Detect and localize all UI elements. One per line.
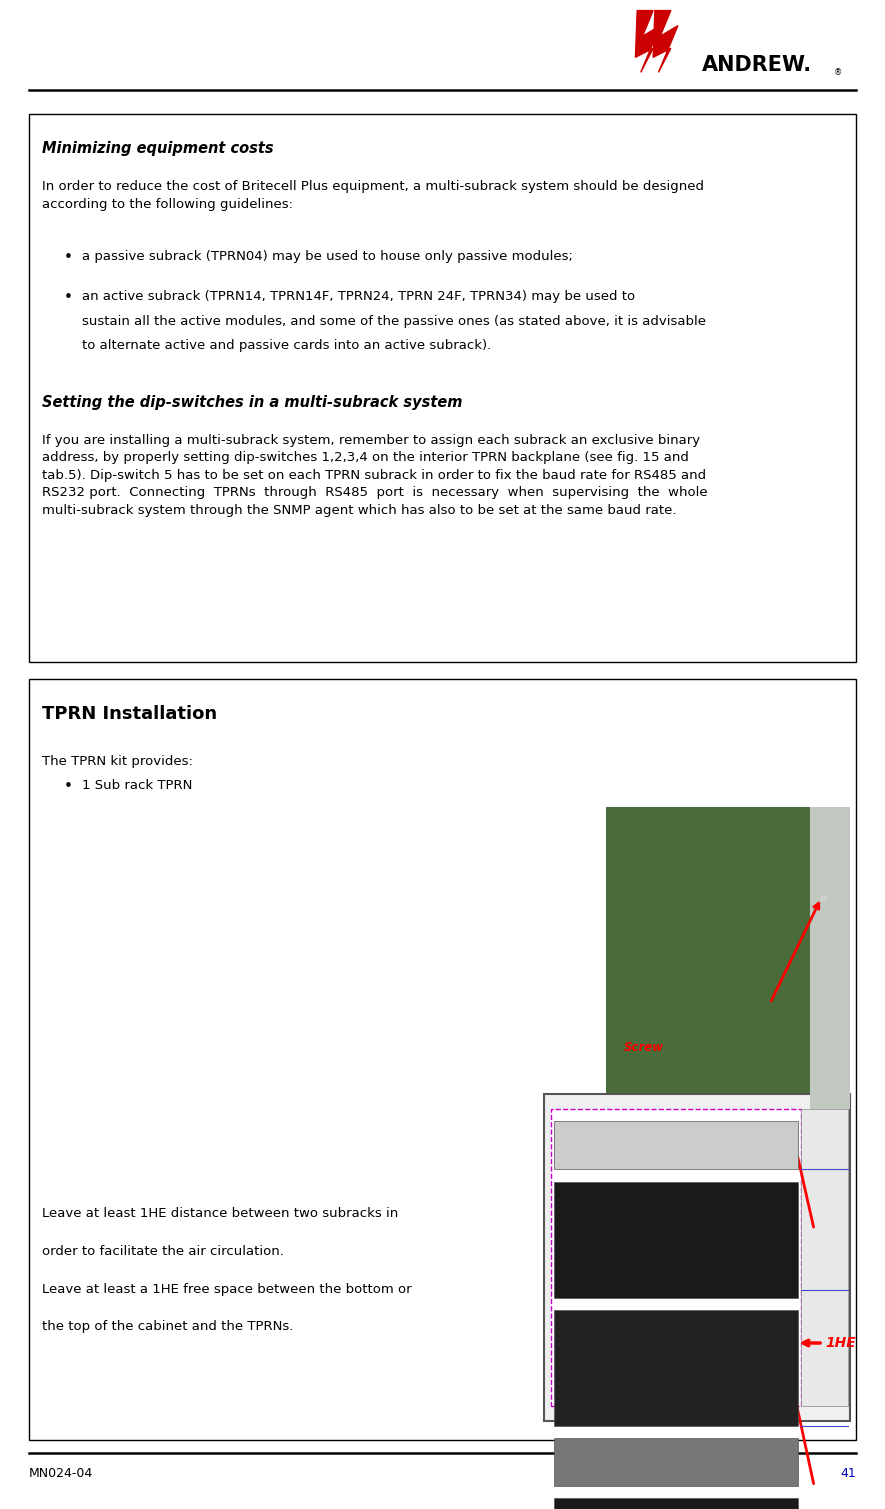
Text: Leave at least a 1HE free space between the bottom or: Leave at least a 1HE free space between … — [42, 1283, 412, 1296]
Polygon shape — [653, 11, 678, 72]
Text: ®: ® — [834, 68, 842, 77]
Bar — [606, 807, 850, 1109]
Text: ANDREW.: ANDREW. — [702, 54, 812, 75]
Text: order to facilitate the air circulation.: order to facilitate the air circulation. — [42, 1245, 284, 1259]
Text: 41: 41 — [840, 1467, 856, 1480]
Text: Screw: Screw — [624, 1041, 664, 1055]
Bar — [554, 1121, 798, 1169]
Bar — [554, 1498, 798, 1509]
Text: 1HE: 1HE — [826, 1335, 857, 1351]
Bar — [801, 1109, 848, 1406]
Text: The TPRN kit provides:: The TPRN kit provides: — [42, 754, 193, 768]
Text: sustain all the active modules, and some of the passive ones (as stated above, i: sustain all the active modules, and some… — [82, 315, 706, 327]
Text: 1 Sub rack TPRN: 1 Sub rack TPRN — [82, 779, 193, 792]
Text: •: • — [64, 290, 73, 305]
Bar — [544, 1094, 850, 1421]
Text: If you are installing a multi-subrack system, remember to assign each subrack an: If you are installing a multi-subrack sy… — [42, 433, 708, 518]
Text: an active subrack (TPRN14, TPRN14F, TPRN24, TPRN 24F, TPRN34) may be used to: an active subrack (TPRN14, TPRN14F, TPRN… — [82, 290, 635, 303]
Text: In order to reduce the cost of Britecell Plus equipment, a multi-subrack system : In order to reduce the cost of Britecell… — [42, 180, 704, 211]
Text: Minimizing equipment costs: Minimizing equipment costs — [42, 142, 274, 155]
Bar — [551, 1109, 801, 1406]
Text: Leave at least 1HE distance between two subracks in: Leave at least 1HE distance between two … — [42, 1207, 399, 1221]
Text: •: • — [64, 779, 73, 794]
Bar — [29, 115, 856, 661]
Text: TPRN Installation: TPRN Installation — [42, 705, 218, 723]
Polygon shape — [635, 11, 660, 72]
Text: Setting the dip-switches in a multi-subrack system: Setting the dip-switches in a multi-subr… — [42, 395, 463, 409]
Bar — [29, 679, 856, 1440]
Text: •: • — [64, 249, 73, 264]
Text: the top of the cabinet and the TPRNs.: the top of the cabinet and the TPRNs. — [42, 1320, 294, 1334]
Bar — [554, 1310, 798, 1426]
Bar — [554, 1182, 798, 1298]
Bar — [810, 807, 850, 1109]
Bar — [554, 1438, 798, 1486]
Text: a passive subrack (TPRN04) may be used to house only passive modules;: a passive subrack (TPRN04) may be used t… — [82, 249, 573, 263]
Text: to alternate active and passive cards into an active subrack).: to alternate active and passive cards in… — [82, 338, 491, 352]
Text: MN024-04: MN024-04 — [29, 1467, 94, 1480]
